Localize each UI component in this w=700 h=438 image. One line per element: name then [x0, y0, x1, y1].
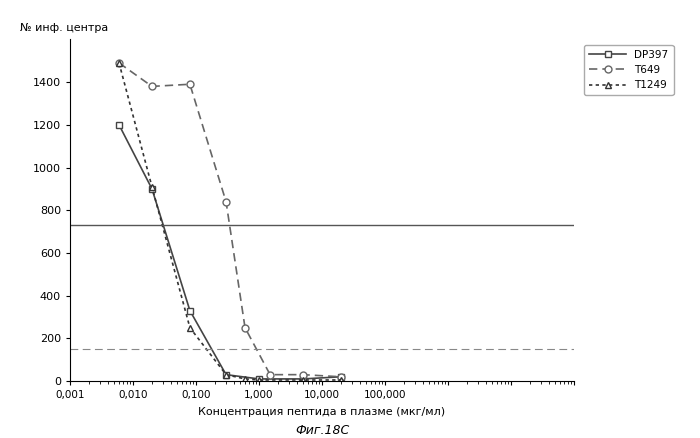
DP397: [115, 122, 123, 127]
T649: [266, 372, 274, 377]
DP397: [337, 374, 345, 379]
T649: [148, 84, 156, 89]
Legend: DP397, T649, T1249: DP397, T649, T1249: [584, 45, 673, 95]
T1249: [241, 376, 249, 381]
T649: [299, 372, 307, 377]
Line: T1249: T1249: [116, 60, 344, 383]
T649: [115, 60, 123, 66]
Text: № инф. центра: № инф. центра: [20, 23, 108, 32]
DP397: [186, 308, 194, 313]
T1249: [299, 378, 307, 383]
DP397: [255, 376, 263, 381]
T1249: [222, 372, 230, 377]
X-axis label: Концентрация пептида в плазме (мкг/мл): Концентрация пептида в плазме (мкг/мл): [198, 407, 446, 417]
T649: [241, 325, 249, 330]
T649: [186, 81, 194, 87]
DP397: [148, 186, 156, 191]
T1249: [148, 184, 156, 189]
T1249: [255, 378, 263, 383]
DP397: [299, 376, 307, 381]
T1249: [115, 60, 123, 66]
T1249: [337, 378, 345, 383]
T649: [222, 199, 230, 204]
Text: Фиг.18С: Фиг.18С: [295, 424, 349, 437]
T1249: [186, 325, 194, 330]
DP397: [222, 372, 230, 377]
T649: [337, 374, 345, 379]
Line: DP397: DP397: [116, 121, 344, 382]
Line: T649: T649: [116, 60, 344, 380]
